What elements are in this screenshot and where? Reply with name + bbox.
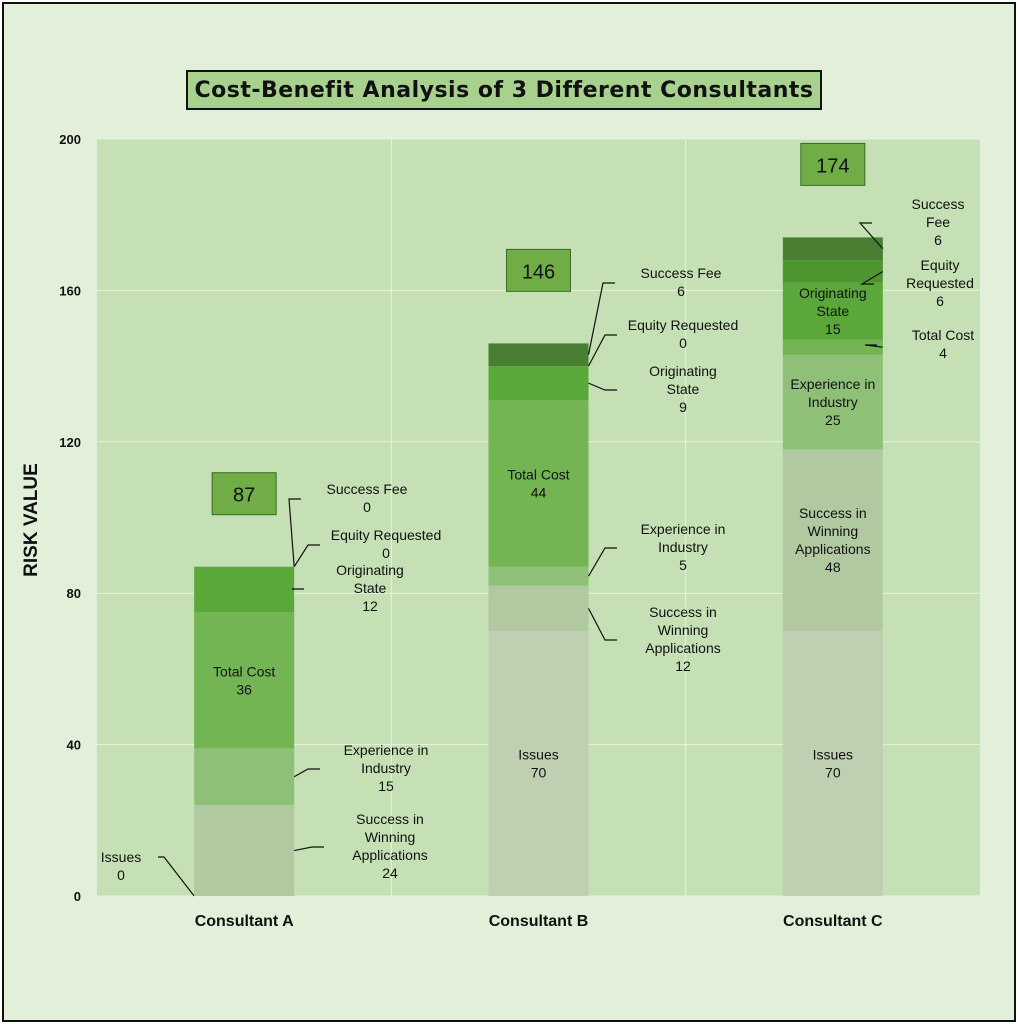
data-label-originating-state: Originating State 9 [649, 363, 717, 415]
data-label-success-in-winning-applications: Success in Winning Applications 48 [795, 505, 871, 575]
data-label-issues: Issues 70 [518, 747, 558, 781]
data-label-success-fee: Success Fee 6 [641, 265, 722, 299]
leader-line [293, 768, 320, 778]
bar-segment [488, 366, 589, 401]
total-box [211, 472, 277, 516]
bar-segment [488, 566, 589, 586]
bar-segment [488, 631, 589, 896]
bar-segment [782, 260, 883, 283]
total-value: 174 [816, 155, 849, 177]
data-label-equity-requested: Equity Requested 0 [628, 317, 739, 351]
data-label-total-cost: Total Cost 36 [213, 663, 275, 697]
y-tick-label: 200 [59, 132, 81, 147]
data-label-total-cost: Total Cost 4 [912, 327, 974, 361]
bar-segment [782, 449, 883, 632]
bar-segment [194, 748, 295, 806]
leader-line [587, 282, 615, 355]
bar-segment [782, 282, 883, 340]
chart-title: Cost-Benefit Analysis of 3 Different Con… [186, 70, 822, 110]
bar-segment [488, 400, 589, 567]
leader-line [293, 544, 320, 568]
data-label-success-in-winning-applications: Success in Winning Applications 12 [645, 604, 721, 674]
data-label-experience-in-industry: Experience in Industry 15 [344, 742, 429, 794]
data-label-experience-in-industry: Experience in Industry 5 [641, 521, 726, 573]
data-label-equity-requested: Equity Requested 6 [906, 257, 974, 309]
data-label-success-in-winning-applications: Success in Winning Applications 24 [352, 811, 428, 881]
data-label-success-fee: Success Fee 0 [327, 481, 408, 515]
x-tick-label: Consultant A [195, 913, 294, 930]
data-label-success-fee: Success Fee 6 [912, 196, 965, 248]
leader-line [587, 334, 617, 367]
y-tick-label: 40 [67, 738, 81, 753]
leader-line [859, 270, 884, 285]
y-tick-label: 160 [59, 283, 81, 298]
y-tick-label: 120 [59, 435, 81, 450]
bar-segment [782, 631, 883, 896]
leader-line [294, 846, 324, 852]
bar-segment [782, 339, 883, 355]
x-tick-label: Consultant C [783, 913, 883, 930]
data-label-issues: Issues 70 [813, 747, 853, 781]
data-label-total-cost: Total Cost 44 [507, 466, 569, 500]
x-tick-label: Consultant B [489, 913, 589, 930]
bar-segment [782, 237, 883, 261]
leader-line [587, 608, 617, 641]
bar-segment [782, 354, 883, 450]
data-label-originating-state: Originating State 12 [336, 562, 404, 614]
y-tick-label: 80 [67, 586, 81, 601]
total-box [800, 142, 866, 186]
leader-line [864, 344, 883, 348]
leader-line [858, 222, 884, 250]
data-label-originating-state: Originating State 15 [799, 285, 867, 337]
data-label-equity-requested: Equity Requested 0 [331, 527, 442, 561]
leader-line [587, 547, 617, 577]
bar-segment [194, 566, 295, 613]
y-tick-label: 0 [74, 889, 81, 904]
data-label-experience-in-industry: Experience in Industry 25 [790, 376, 875, 428]
leader-line [158, 856, 195, 897]
data-label-issues: Issues 0 [101, 849, 141, 883]
total-value: 146 [522, 261, 555, 283]
bar-segment [194, 612, 295, 749]
total-box [506, 248, 571, 292]
total-value: 87 [233, 485, 255, 507]
leader-line [588, 382, 617, 391]
bar-segment [488, 585, 589, 632]
leader-line [288, 498, 301, 567]
bar-segment [488, 343, 589, 367]
bar-segment [194, 805, 295, 896]
